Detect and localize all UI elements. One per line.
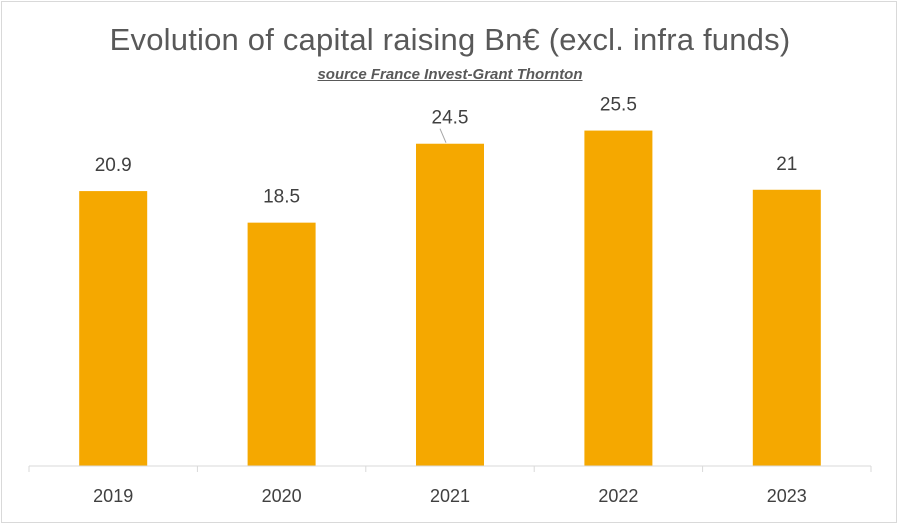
x-tick-label-2022: 2022 xyxy=(598,486,638,506)
data-label-2023: 21 xyxy=(776,154,797,175)
bar-2020 xyxy=(247,222,316,466)
data-labels-group: 20.9 18.5 24.5 25.5 21 xyxy=(95,95,798,208)
x-tick-label-2023: 2023 xyxy=(767,486,807,506)
data-label-leader-line xyxy=(439,128,447,143)
x-axis: 2019 2020 2021 2022 2023 xyxy=(28,465,872,506)
bar-2019 xyxy=(79,191,148,467)
x-tick-label-2020: 2020 xyxy=(262,486,302,506)
data-label-2022: 25.5 xyxy=(600,95,637,116)
bar-2021 xyxy=(416,143,484,466)
data-label-2020: 18.5 xyxy=(263,187,300,208)
x-tick-label-2019: 2019 xyxy=(93,486,133,506)
chart-title: Evolution of capital raising Bn€ (excl. … xyxy=(109,22,791,57)
bar-2022 xyxy=(584,130,653,467)
data-label-2019: 20.9 xyxy=(95,155,132,176)
bar-2023 xyxy=(752,189,821,466)
chart-subtitle: source France Invest-Grant Thornton xyxy=(317,66,583,83)
bars-group xyxy=(79,130,821,467)
x-tick-label-2021: 2021 xyxy=(430,486,470,506)
data-label-2021: 24.5 xyxy=(432,108,469,129)
